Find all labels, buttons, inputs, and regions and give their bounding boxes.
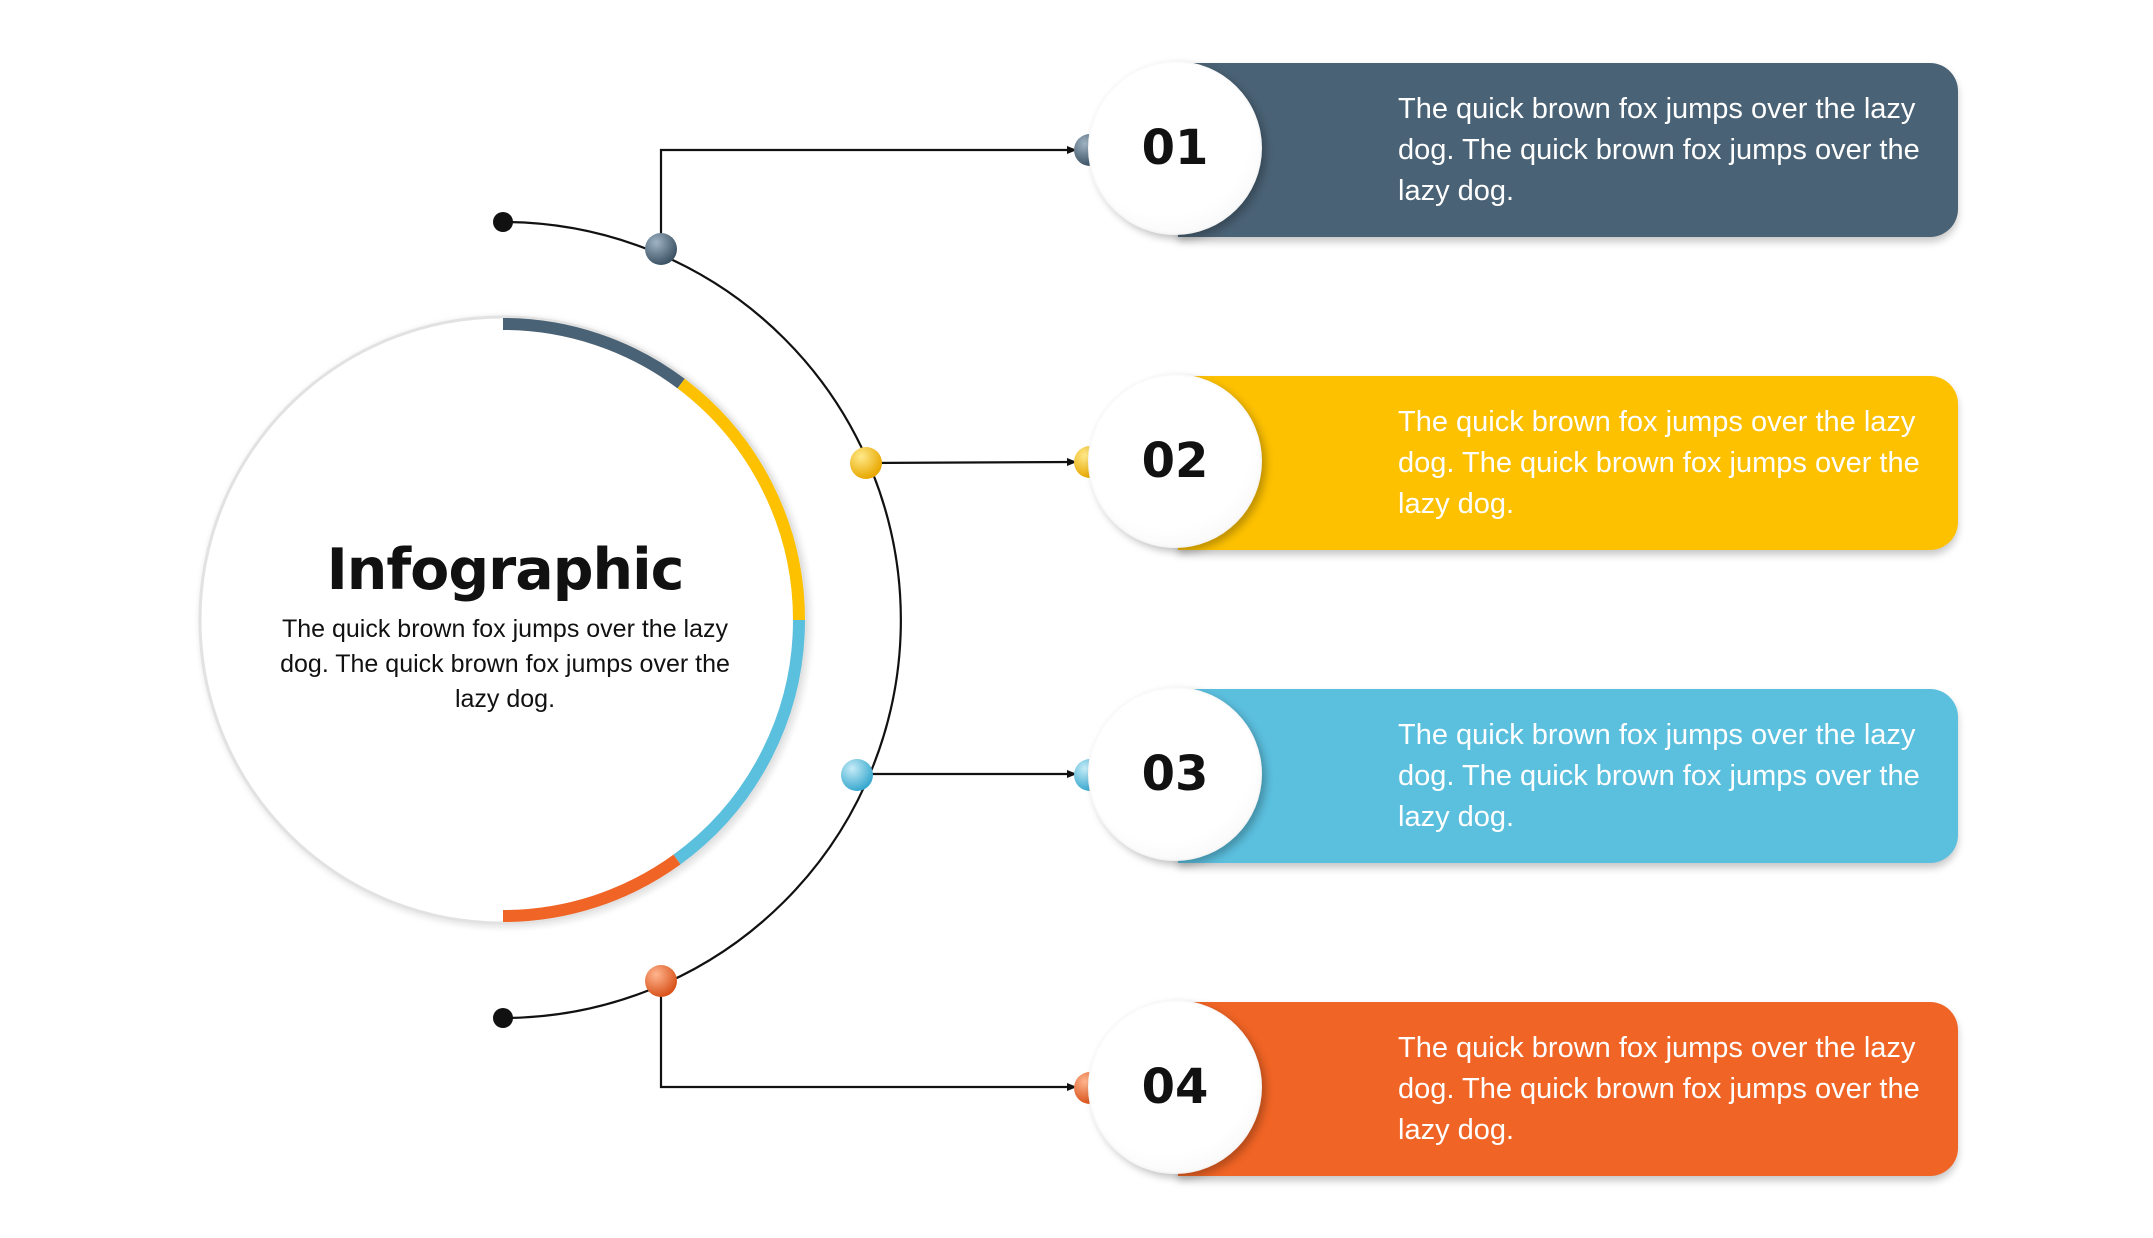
- ring-segment-03: [673, 619, 805, 865]
- arc-dot-01: [645, 233, 677, 265]
- arc-dot-04: [645, 965, 677, 997]
- arc-dot-02: [850, 447, 882, 479]
- ring-segments: [502, 318, 805, 922]
- step-03-text: The quick brown fox jumps over the lazy …: [1398, 719, 1920, 833]
- ring-segment-02: [677, 378, 805, 621]
- arc-end-dot-bottom: [493, 1008, 513, 1028]
- step-04-bar: The quick brown fox jumps over the lazy …: [1178, 1002, 1958, 1176]
- step-03-bar: The quick brown fox jumps over the lazy …: [1178, 689, 1958, 863]
- connector-04: [659, 980, 1077, 1091]
- step-04-number-badge: 04: [1088, 1000, 1262, 1174]
- step-02-bar: The quick brown fox jumps over the lazy …: [1178, 376, 1958, 550]
- step-01-number-badge: 01: [1088, 61, 1262, 235]
- connector-01: [659, 146, 1077, 247]
- center-circle: [198, 315, 808, 925]
- step-04: The quick brown fox jumps over the lazy …: [1088, 1000, 1958, 1180]
- step-03-number-badge: 03: [1088, 687, 1262, 861]
- step-02-text: The quick brown fox jumps over the lazy …: [1398, 406, 1920, 520]
- step-01-bar: The quick brown fox jumps over the lazy …: [1178, 63, 1958, 237]
- step-04-text: The quick brown fox jumps over the lazy …: [1398, 1032, 1920, 1146]
- step-01-text: The quick brown fox jumps over the lazy …: [1398, 93, 1920, 207]
- arc-dot-03: [841, 759, 873, 791]
- center-body: The quick brown fox jumps over the lazy …: [280, 615, 730, 713]
- arc-end-dot-top: [493, 212, 513, 232]
- center-title: Infographic: [326, 537, 685, 603]
- outer-arc: [502, 220, 903, 1020]
- step-02-number-badge: 02: [1088, 374, 1262, 548]
- ring-segment-01: [502, 318, 685, 389]
- connector-02: [863, 458, 1077, 467]
- center-text-block: Infographic The quick brown fox jumps ov…: [255, 530, 755, 717]
- step-02: The quick brown fox jumps over the lazy …: [1088, 374, 1958, 554]
- ring-segment-04: [502, 854, 681, 922]
- step-03: The quick brown fox jumps over the lazy …: [1088, 687, 1958, 867]
- step-01: The quick brown fox jumps over the lazy …: [1088, 61, 1958, 241]
